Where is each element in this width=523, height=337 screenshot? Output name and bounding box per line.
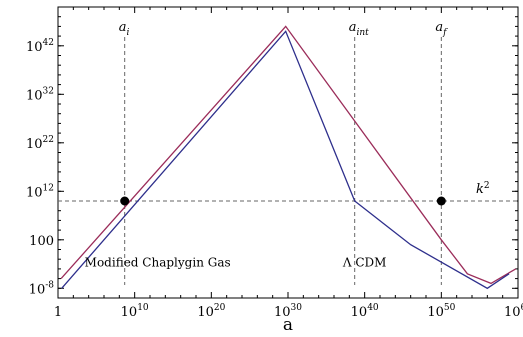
x-tick-label: 1010 bbox=[121, 303, 149, 320]
x-tick-label: 1060 bbox=[504, 303, 523, 320]
k2-label: k2 bbox=[476, 181, 490, 197]
plot-frame bbox=[58, 7, 518, 298]
intersection-point-1 bbox=[120, 197, 129, 206]
annotation-2: Λ CDM bbox=[342, 256, 387, 270]
series-line-2 bbox=[62, 31, 509, 288]
x-axis-label: a bbox=[283, 315, 293, 335]
x-tick-label: 1050 bbox=[427, 303, 455, 320]
y-tick-label: 1012 bbox=[26, 183, 54, 200]
marker-label-a_i: ai bbox=[119, 20, 130, 38]
x-tick-label: 1040 bbox=[351, 303, 379, 320]
marker-label-a_int: aint bbox=[349, 20, 369, 38]
y-tick-label: 1032 bbox=[26, 86, 54, 103]
annotation-1: Modified Chaplygin Gas bbox=[85, 256, 231, 270]
x-tick-label: 1 bbox=[54, 305, 62, 320]
y-tick-label: 1022 bbox=[26, 135, 54, 152]
y-tick-label: 10-8 bbox=[29, 280, 55, 297]
y-tick-label: 1042 bbox=[26, 38, 54, 55]
x-tick-label: 1020 bbox=[197, 303, 225, 320]
y-tick-label: 100 bbox=[29, 234, 54, 249]
intersection-point-2 bbox=[437, 197, 446, 206]
marker-label-a_f: af bbox=[435, 20, 448, 38]
series-line-1 bbox=[61, 26, 516, 283]
